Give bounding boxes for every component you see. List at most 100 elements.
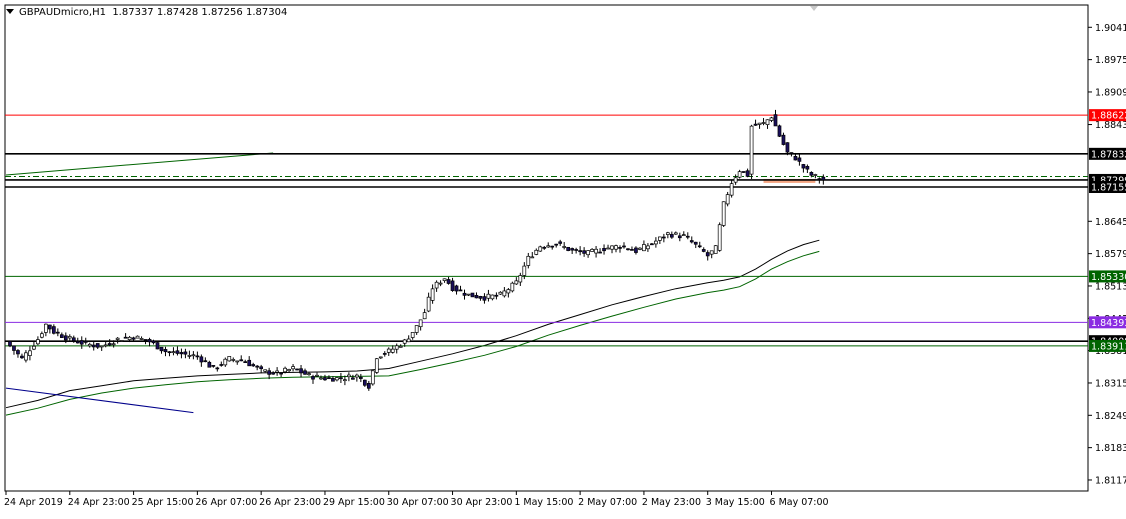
x-tick-label: 26 Apr 23:00 xyxy=(259,497,321,508)
dropdown-triangle-icon[interactable] xyxy=(6,9,14,14)
candle-body xyxy=(239,359,244,362)
candle-body xyxy=(594,248,598,254)
candle-body xyxy=(737,171,742,178)
candle-body xyxy=(753,123,758,126)
candle-body xyxy=(259,366,264,370)
candle-body xyxy=(355,374,359,378)
price-label-text: 1.87832 xyxy=(1091,149,1126,160)
x-tick-label: 26 Apr 07:00 xyxy=(195,497,257,508)
candle-body xyxy=(817,178,822,180)
candle-body xyxy=(343,379,347,382)
candle-body xyxy=(486,293,491,299)
plot-frame xyxy=(4,4,1089,492)
y-tick-label: 1.90415 xyxy=(1095,23,1126,34)
candle-body xyxy=(442,278,447,281)
candle-body xyxy=(195,355,200,358)
y-tick-label: 1.88430 xyxy=(1095,120,1126,131)
y-tick-label: 1.89755 xyxy=(1095,55,1126,66)
candle-body xyxy=(319,377,323,380)
candle-body xyxy=(8,340,12,347)
candle-body xyxy=(203,360,208,363)
x-tick-label: 2 May 23:00 xyxy=(642,497,701,508)
candle-body xyxy=(79,340,84,345)
price-label-text: 1.84393 xyxy=(1091,318,1126,329)
candle-body xyxy=(24,352,28,361)
candle-body xyxy=(562,246,567,248)
candle-body xyxy=(697,245,702,248)
candle-body xyxy=(382,353,387,355)
candle-body xyxy=(374,358,379,373)
candle-body xyxy=(103,344,108,347)
candle-body xyxy=(721,201,726,226)
candle-body xyxy=(598,251,602,254)
candle-body xyxy=(729,183,734,196)
candle-body xyxy=(227,356,232,362)
candle-body xyxy=(28,350,32,356)
candle-body xyxy=(426,296,431,312)
candle-body xyxy=(366,383,371,389)
candle-body xyxy=(494,294,499,297)
candle-body xyxy=(127,336,132,341)
candle-body xyxy=(454,285,459,292)
candle-body xyxy=(542,246,547,249)
candle-body xyxy=(55,331,60,334)
price-label-text: 1.85330 xyxy=(1091,272,1126,283)
candle-body xyxy=(67,336,72,339)
candle-body xyxy=(155,342,160,350)
candle-body xyxy=(534,249,539,255)
candle-body xyxy=(44,323,48,333)
candle-body xyxy=(566,246,571,251)
candle-body xyxy=(135,335,140,339)
candle-body xyxy=(669,234,674,238)
candles-group xyxy=(8,109,826,391)
x-tick-label: 6 May 07:00 xyxy=(770,497,829,508)
candle-body xyxy=(713,245,718,254)
candle-body xyxy=(335,377,339,381)
candle-body xyxy=(526,255,531,266)
candle-body xyxy=(701,249,706,252)
candle-body xyxy=(131,337,136,340)
candle-body xyxy=(40,333,44,338)
candle-body xyxy=(331,378,335,382)
candle-body xyxy=(263,369,268,372)
candle-body xyxy=(550,245,555,248)
candle-body xyxy=(211,365,216,367)
price-label-text: 1.87299 xyxy=(1091,175,1126,186)
y-tick-label: 1.81835 xyxy=(1095,443,1126,454)
candle-body xyxy=(757,122,762,125)
candle-body xyxy=(402,339,407,344)
candle-body xyxy=(51,326,56,334)
candle-body xyxy=(430,288,435,301)
price-label-box xyxy=(1089,339,1126,352)
candle-body xyxy=(769,117,774,121)
candle-body xyxy=(618,247,622,249)
x-tick-label: 30 Apr 07:00 xyxy=(387,497,449,508)
candle-body xyxy=(207,361,212,368)
candle-body xyxy=(91,344,96,348)
candle-body xyxy=(279,372,283,375)
candle-body xyxy=(299,368,303,374)
candle-body xyxy=(773,114,778,127)
candle-body xyxy=(642,244,646,252)
candle-body xyxy=(48,324,52,330)
candle-body xyxy=(159,346,164,352)
y-tick-label: 1.82495 xyxy=(1095,411,1126,422)
candle-body xyxy=(323,377,327,381)
demand-zone-rect xyxy=(763,178,816,183)
candle-body xyxy=(809,172,814,176)
candle-body xyxy=(223,358,228,366)
candle-body xyxy=(370,370,375,385)
candle-body xyxy=(414,325,419,333)
candle-body xyxy=(307,373,311,375)
candle-body xyxy=(717,224,722,251)
candle-body xyxy=(689,240,694,243)
candle-body xyxy=(111,343,116,346)
y-tick-label: 1.85135 xyxy=(1095,281,1126,292)
chart-header: GBPAUDmicro,H1 1.87337 1.87428 1.87256 1… xyxy=(6,7,287,18)
candle-body xyxy=(179,352,184,355)
candle-body xyxy=(115,337,120,340)
candle-body xyxy=(231,359,236,361)
x-tick-label: 3 May 15:00 xyxy=(706,497,765,508)
candle-body xyxy=(171,351,176,353)
